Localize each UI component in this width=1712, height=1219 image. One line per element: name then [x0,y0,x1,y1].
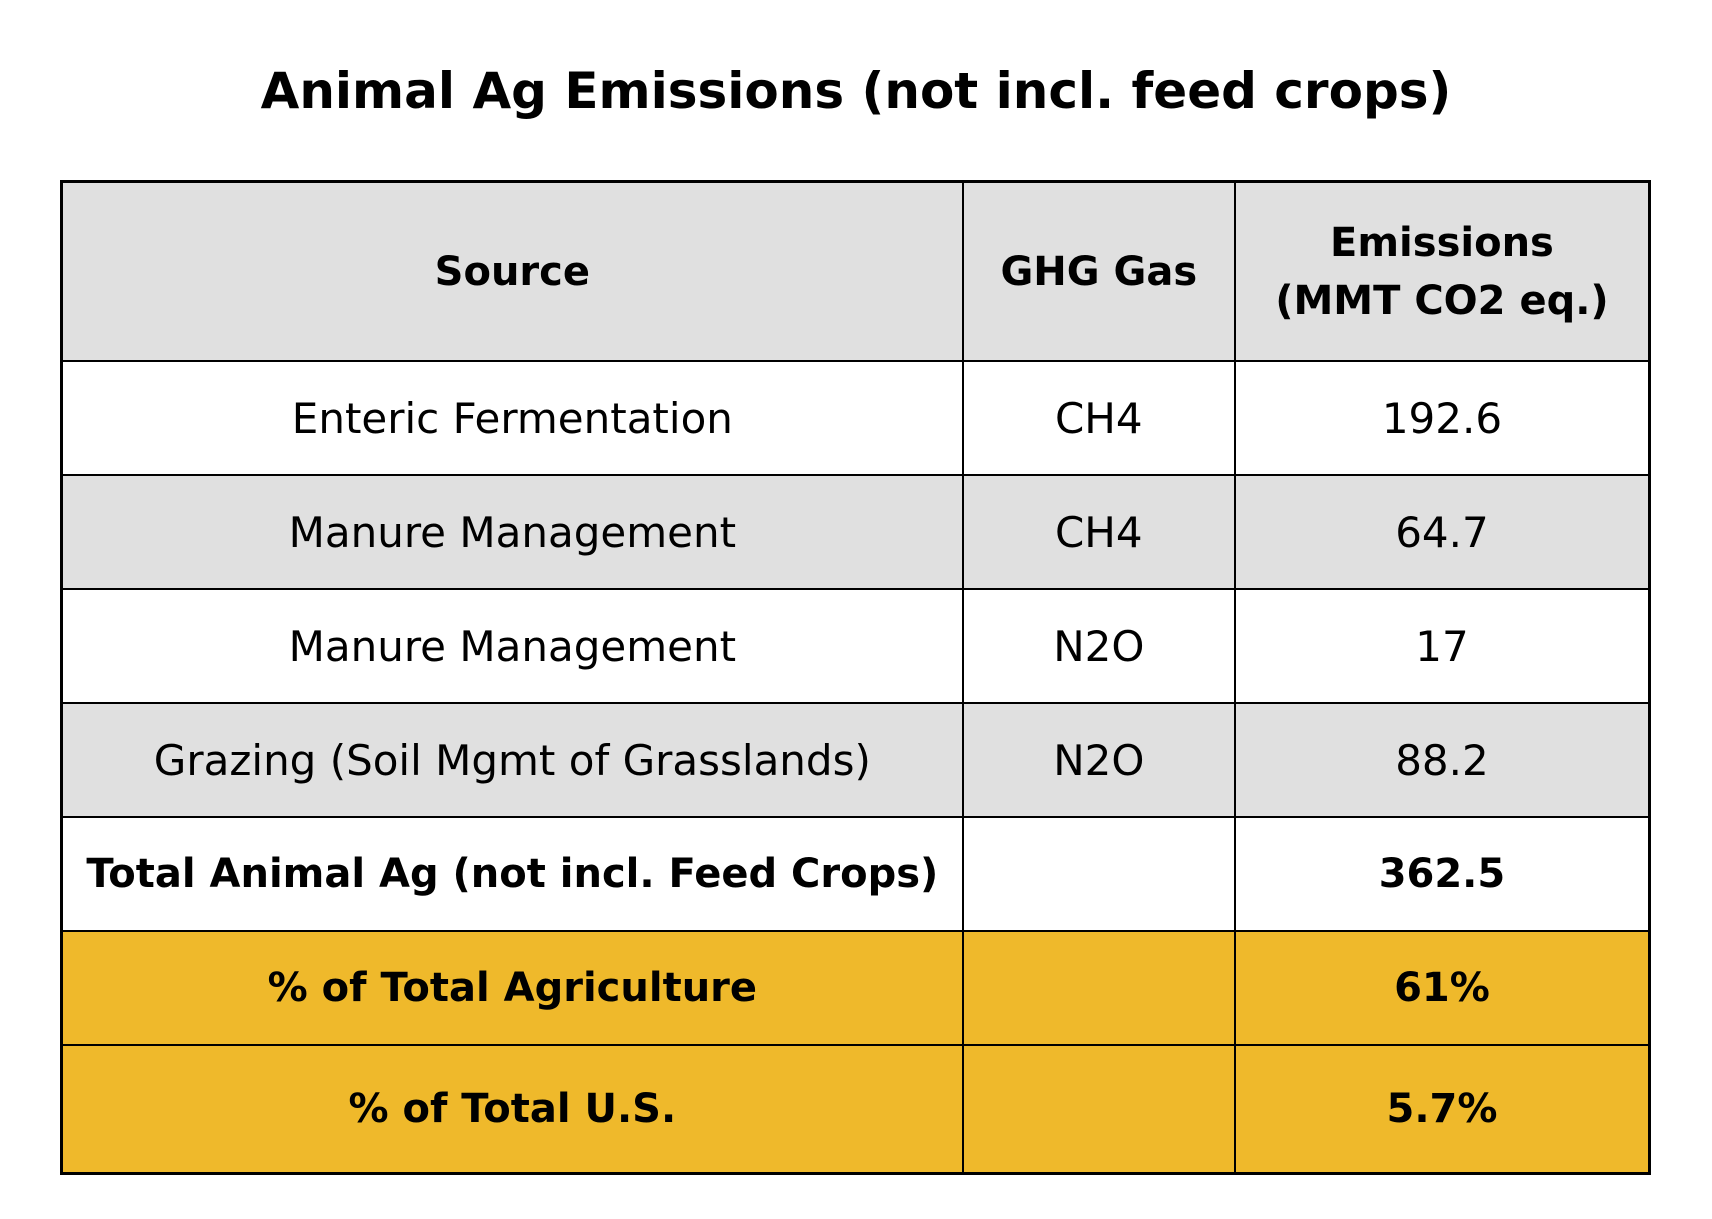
pct-agriculture-label: % of Total Agriculture [60,930,964,1046]
pct-agriculture-gas [961,930,1236,1046]
header-source: Source [60,180,964,362]
cell-source: Manure Management [60,474,964,590]
cell-emissions: 64.7 [1233,474,1651,590]
cell-emissions: 17 [1233,588,1651,704]
header-emissions-line1: Emissions [1330,219,1554,266]
pct-agriculture-row: % of Total Agriculture 61% [60,930,1651,1046]
total-row: Total Animal Ag (not incl. Feed Crops) 3… [60,816,1651,932]
page-title: Animal Ag Emissions (not incl. feed crop… [260,62,1452,120]
total-label: Total Animal Ag (not incl. Feed Crops) [60,816,964,932]
table-row: Manure Management CH4 64.7 [60,474,1651,590]
cell-emissions: 192.6 [1233,360,1651,476]
cell-source: Grazing (Soil Mgmt of Grasslands) [60,702,964,818]
pct-agriculture-value: 61% [1233,930,1651,1046]
cell-gas: CH4 [961,474,1236,590]
pct-us-row: % of Total U.S. 5.7% [60,1044,1651,1175]
header-row: Source GHG Gas Emissions (MMT CO2 eq.) [60,180,1651,362]
emissions-table: Source GHG Gas Emissions (MMT CO2 eq.) En… [60,180,1651,1175]
cell-gas: N2O [961,588,1236,704]
header-emissions: Emissions (MMT CO2 eq.) [1233,180,1651,362]
total-value: 362.5 [1233,816,1651,932]
cell-source: Manure Management [60,588,964,704]
pct-us-gas [961,1044,1236,1175]
header-emissions-line2: (MMT CO2 eq.) [1275,277,1609,324]
pct-us-label: % of Total U.S. [60,1044,964,1175]
header-gas: GHG Gas [961,180,1236,362]
cell-source: Enteric Fermentation [60,360,964,476]
pct-us-value: 5.7% [1233,1044,1651,1175]
table-row: Enteric Fermentation CH4 192.6 [60,360,1651,476]
cell-gas: N2O [961,702,1236,818]
cell-emissions: 88.2 [1233,702,1651,818]
cell-gas: CH4 [961,360,1236,476]
table-row: Manure Management N2O 17 [60,588,1651,704]
total-gas [961,816,1236,932]
table-row: Grazing (Soil Mgmt of Grasslands) N2O 88… [60,702,1651,818]
